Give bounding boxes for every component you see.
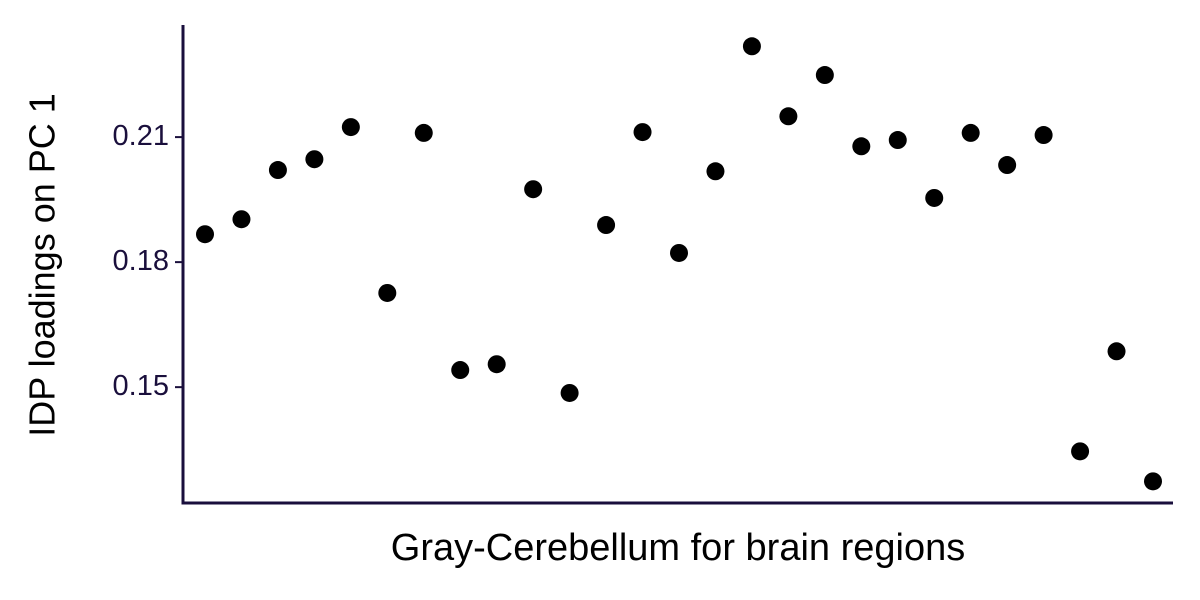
point bbox=[633, 123, 652, 142]
point bbox=[670, 243, 688, 262]
point bbox=[196, 225, 214, 244]
point bbox=[1144, 472, 1162, 491]
point bbox=[305, 150, 324, 169]
point bbox=[925, 188, 944, 207]
point bbox=[1034, 126, 1053, 145]
y-tick-label: 0.18 bbox=[113, 245, 169, 277]
point bbox=[779, 107, 798, 126]
point bbox=[451, 361, 470, 380]
point bbox=[1071, 442, 1090, 461]
point bbox=[998, 156, 1017, 175]
point bbox=[706, 162, 725, 181]
point bbox=[852, 137, 871, 156]
point bbox=[815, 66, 834, 85]
x-axis-label: Gray-Cerebellum for brain regions bbox=[391, 527, 965, 569]
point bbox=[524, 180, 543, 199]
point bbox=[961, 123, 980, 142]
point bbox=[341, 118, 360, 137]
point bbox=[232, 210, 251, 229]
point bbox=[268, 161, 287, 180]
point bbox=[597, 216, 616, 235]
y-axis-label: IDP loadings on PC 1 bbox=[22, 93, 63, 437]
point bbox=[378, 283, 397, 302]
point bbox=[487, 355, 506, 374]
point bbox=[742, 37, 761, 56]
y-tick-label: 0.15 bbox=[113, 370, 169, 402]
point bbox=[888, 131, 907, 150]
point bbox=[414, 123, 433, 142]
point bbox=[560, 383, 579, 402]
point bbox=[1107, 342, 1126, 361]
y-tick-label: 0.21 bbox=[113, 120, 169, 152]
